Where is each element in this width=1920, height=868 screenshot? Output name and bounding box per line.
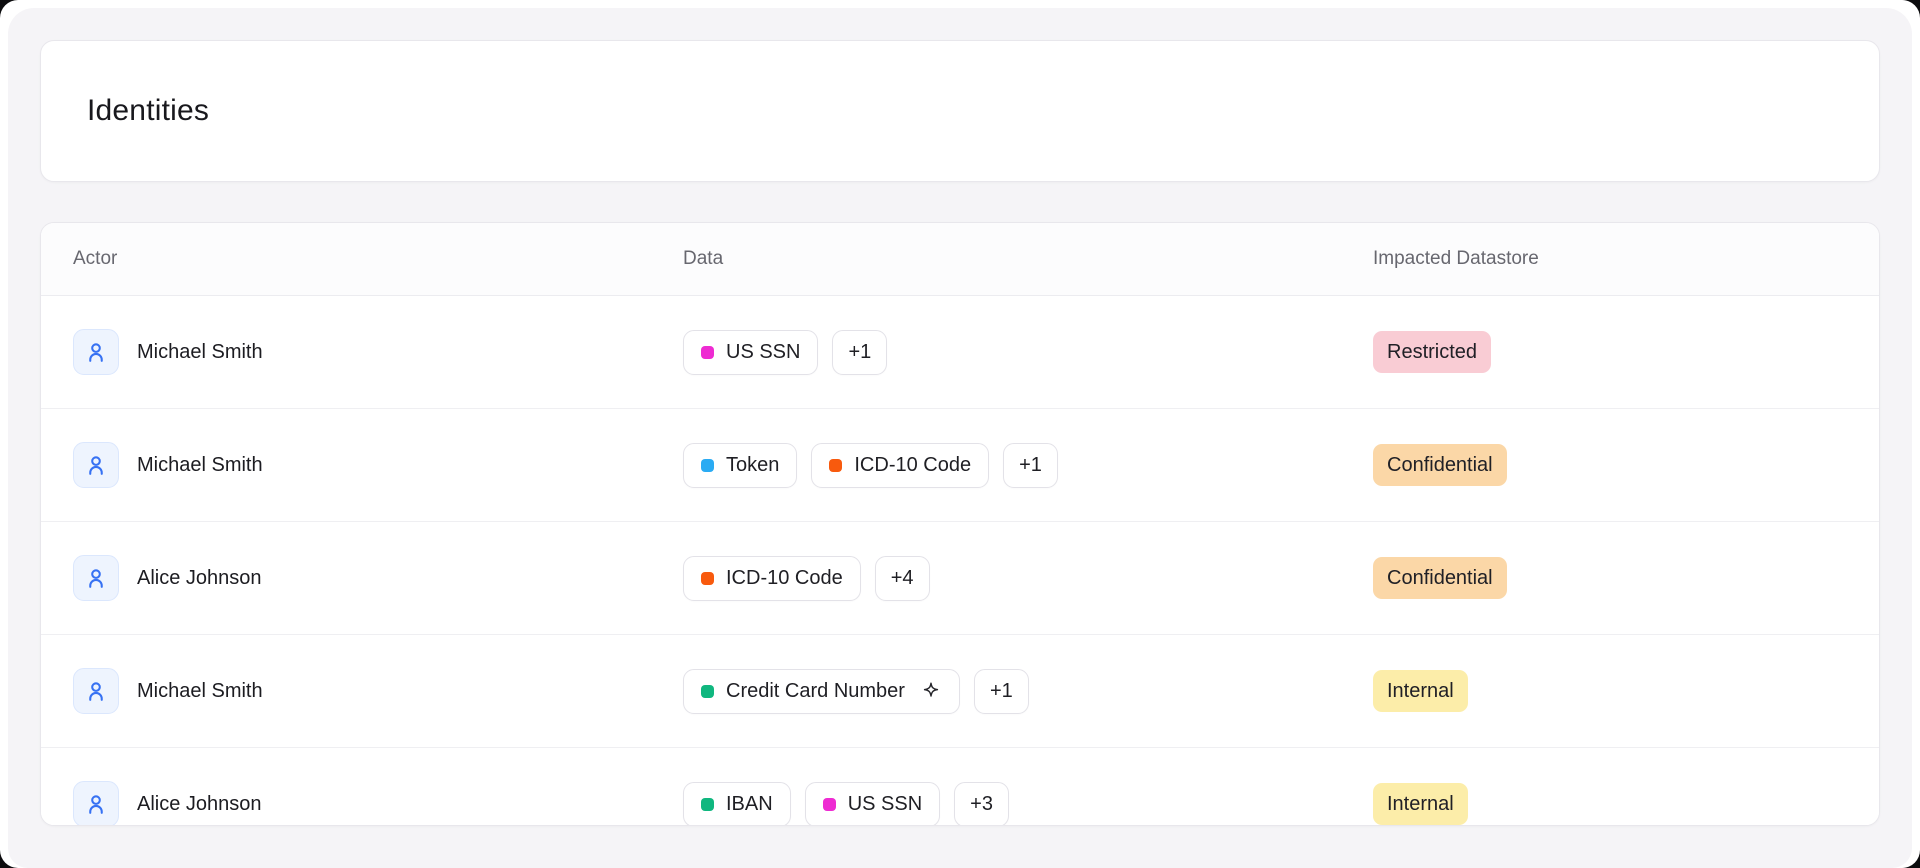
actor-cell: Alice Johnson	[73, 555, 683, 601]
data-tag-chip[interactable]: Credit Card Number	[683, 668, 960, 714]
actor-cell: Michael Smith	[73, 329, 683, 375]
tag-list: Credit Card Number +1	[683, 668, 1373, 714]
actor-name: Alice Johnson	[137, 792, 262, 815]
tag-list: IBAN US SSN +3	[683, 781, 1373, 825]
column-header-impacted-datastore: Impacted Datastore	[1373, 248, 1539, 269]
column-header-data: Data	[683, 248, 724, 269]
actor-cell: Michael Smith	[73, 442, 683, 488]
tag-color-dot	[701, 345, 714, 359]
data-tag-chip[interactable]: US SSN	[683, 329, 819, 375]
tag-color-dot	[822, 797, 836, 811]
tag-color-dot	[701, 571, 714, 585]
tag-label: Token	[726, 453, 780, 476]
person-icon	[89, 795, 103, 814]
more-tags-chip[interactable]: +1	[832, 329, 888, 375]
person-icon	[89, 343, 103, 362]
table-row[interactable]: Michael Smith US SSN +1 Restricted	[41, 296, 1879, 409]
user-avatar	[73, 781, 119, 825]
more-tags-chip[interactable]: +1	[1003, 442, 1058, 488]
tag-list: US SSN +1	[683, 329, 1373, 375]
tag-label: Credit Card Number	[726, 679, 905, 702]
tag-label: US SSN	[726, 340, 801, 363]
more-tags-chip[interactable]: +4	[874, 555, 930, 601]
actor-cell: Michael Smith	[73, 668, 683, 714]
tag-list: ICD-10 Code +4	[683, 555, 1373, 601]
table-header: Actor Data Impacted Datastore	[41, 223, 1879, 296]
user-avatar	[73, 555, 119, 601]
user-avatar	[73, 442, 119, 488]
column-header-actor: Actor	[73, 248, 118, 269]
content-panel: Identities Actor Data Impacted Datastore…	[8, 8, 1912, 868]
identities-table: Actor Data Impacted Datastore Michael Sm…	[40, 222, 1880, 826]
tag-label: ICD-10 Code	[726, 566, 843, 589]
datastore-cell: Restricted	[1373, 331, 1847, 373]
data-tag-chip[interactable]: IBAN	[683, 781, 791, 825]
table-row[interactable]: Alice Johnson ICD-10 Code +4 Confidential	[41, 522, 1879, 635]
tag-label: IBAN	[726, 792, 773, 815]
sensitivity-badge: Restricted	[1373, 331, 1492, 373]
actor-name: Michael Smith	[137, 340, 263, 363]
datastore-cell: Confidential	[1373, 557, 1847, 599]
tag-label: ICD-10 Code	[854, 453, 972, 476]
data-tag-chip[interactable]: ICD-10 Code	[683, 555, 861, 601]
user-avatar	[73, 329, 119, 375]
actor-name: Michael Smith	[137, 679, 263, 702]
table-row[interactable]: Alice Johnson IBAN US SSN +3 Internal	[41, 748, 1879, 825]
table-row[interactable]: Michael Smith Token ICD-10 Code +1 Confide…	[41, 409, 1879, 522]
tag-color-dot	[701, 684, 714, 698]
actor-cell: Alice Johnson	[73, 781, 683, 825]
actor-name: Michael Smith	[137, 453, 263, 476]
table-row[interactable]: Michael Smith Credit Card Number +1 Inte…	[41, 635, 1879, 748]
sensitivity-badge: Internal	[1373, 670, 1468, 712]
table-body: Michael Smith US SSN +1 Restricted Michae…	[41, 296, 1879, 825]
datastore-cell: Confidential	[1373, 444, 1847, 486]
data-tag-chip[interactable]: US SSN	[804, 781, 941, 825]
sensitivity-badge: Confidential	[1373, 557, 1507, 599]
more-tags-chip[interactable]: +1	[973, 668, 1029, 714]
user-avatar	[73, 668, 119, 714]
tag-list: Token ICD-10 Code +1	[683, 442, 1373, 488]
tag-color-dot	[829, 458, 843, 472]
sensitivity-badge: Internal	[1373, 783, 1468, 825]
sensitivity-badge: Confidential	[1373, 444, 1507, 486]
datastore-cell: Internal	[1373, 783, 1847, 825]
tag-color-dot	[701, 458, 714, 472]
page-header-card: Identities	[40, 40, 1880, 182]
data-tag-chip[interactable]: Token	[683, 442, 798, 488]
datastore-cell: Internal	[1373, 670, 1847, 712]
person-icon	[89, 569, 103, 588]
page-title: Identities	[87, 94, 210, 127]
more-tags-chip[interactable]: +3	[954, 781, 1009, 825]
person-icon	[89, 456, 103, 475]
tag-label: US SSN	[847, 792, 923, 815]
data-tag-chip[interactable]: ICD-10 Code	[811, 442, 990, 488]
tag-color-dot	[701, 797, 714, 811]
sparkle-icon	[920, 680, 942, 702]
person-icon	[89, 682, 103, 701]
actor-name: Alice Johnson	[137, 566, 262, 589]
